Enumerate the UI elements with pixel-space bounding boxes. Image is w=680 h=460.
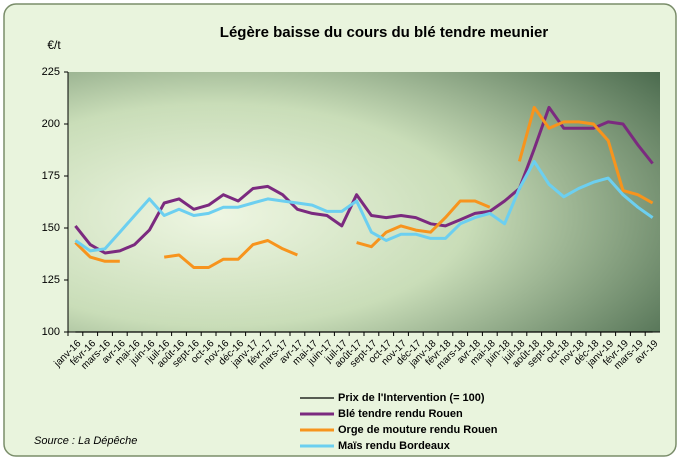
source: Source : La Dépêche: [34, 435, 137, 447]
series-line: [517, 105, 654, 205]
series-line: [74, 241, 120, 263]
legend-label: Prix de l'Intervention (= 100): [338, 392, 485, 404]
legend-label: Orge de mouture rendu Rouen: [338, 424, 498, 436]
y-tick-label: 225: [42, 66, 60, 78]
series-line: [74, 159, 654, 253]
y-tick-label: 200: [42, 118, 60, 130]
y-tick-label: 125: [42, 274, 60, 286]
y-tick-label: 150: [42, 222, 60, 234]
chart-title: Légère baisse du cours du blé tendre meu…: [220, 24, 549, 41]
series-line: [163, 239, 298, 269]
y-axis-label: €/t: [47, 38, 61, 52]
y-tick-label: 100: [42, 326, 60, 338]
legend-label: Blé tendre rendu Rouen: [338, 408, 463, 420]
series-line: [356, 199, 491, 249]
plot-area: [68, 72, 660, 332]
legend-label: Maïs rendu Bordeaux: [338, 440, 451, 452]
series-line: [74, 105, 654, 255]
y-tick-label: 175: [42, 170, 60, 182]
